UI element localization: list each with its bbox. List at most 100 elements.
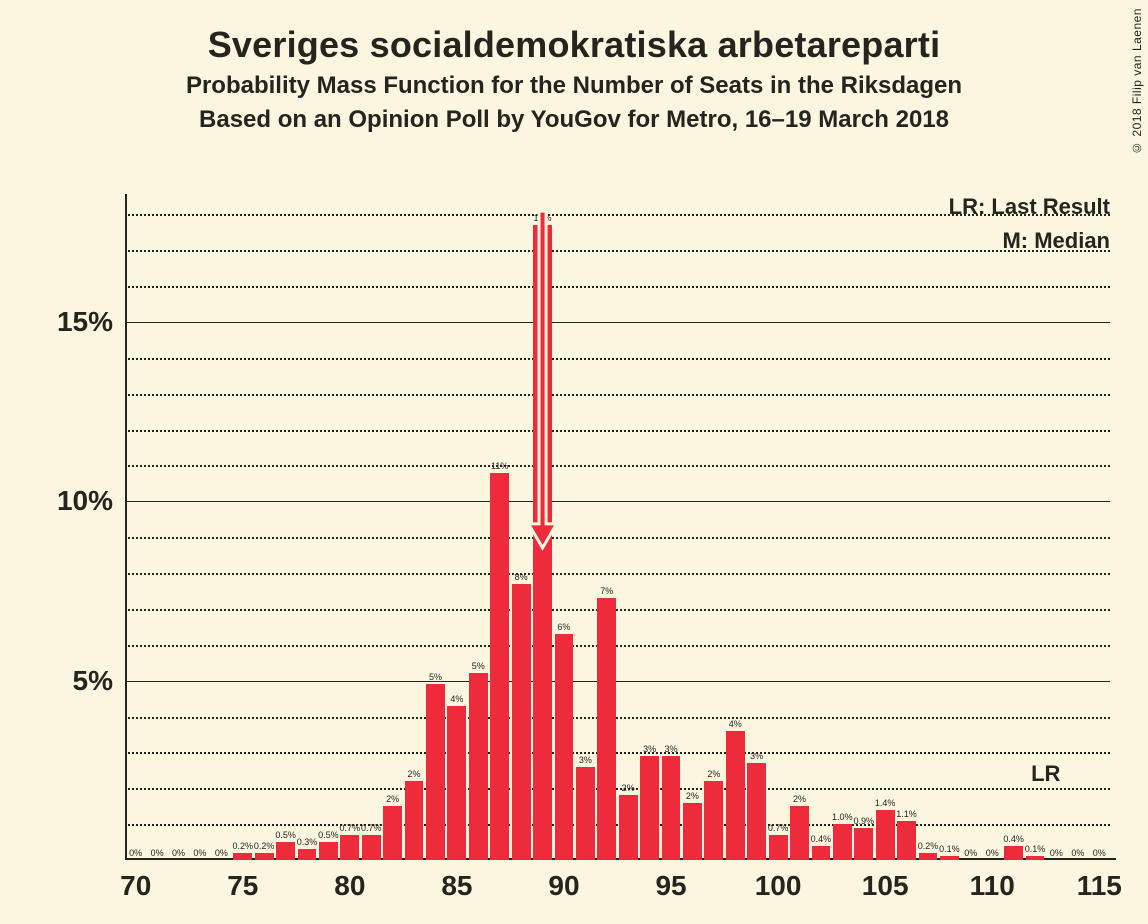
- y-tick-label: 10%: [57, 485, 125, 517]
- bar-value-label: 0%: [1050, 848, 1063, 860]
- bar: 2%: [619, 795, 638, 860]
- bar: 18%: [533, 225, 552, 860]
- bar: 0.9%: [854, 828, 873, 860]
- bar-value-label: 18%: [534, 213, 552, 225]
- bar-value-label: 0.2%: [918, 841, 939, 853]
- bar: 2%: [383, 806, 402, 860]
- bar: 0.7%: [340, 835, 359, 860]
- bar-value-label: 2%: [386, 794, 399, 806]
- bar-value-label: 0.4%: [811, 834, 832, 846]
- bar-value-label: 6%: [557, 622, 570, 634]
- y-tick-label: 15%: [57, 306, 125, 338]
- bar-value-label: 0.4%: [1003, 834, 1024, 846]
- bar-value-label: 2%: [408, 769, 421, 781]
- x-tick-label: 75: [227, 860, 258, 902]
- bar-value-label: 0%: [129, 848, 142, 860]
- x-tick-label: 115: [1077, 860, 1122, 902]
- bar-value-label: 1.1%: [896, 809, 917, 821]
- bar: 0.3%: [298, 849, 317, 860]
- bar: 0.5%: [319, 842, 338, 860]
- bar: 3%: [576, 767, 595, 860]
- chart-subtitle-2: Based on an Opinion Poll by YouGov for M…: [0, 106, 1148, 134]
- x-tick-label: 110: [970, 860, 1015, 902]
- bar-value-label: 2%: [793, 794, 806, 806]
- gridline-major: [125, 681, 1110, 682]
- bar: 0.7%: [769, 835, 788, 860]
- chart-subtitle-1: Probability Mass Function for the Number…: [0, 72, 1148, 100]
- bar: 0.5%: [276, 842, 295, 860]
- bar-value-label: 0%: [1093, 848, 1106, 860]
- chart-plot-area: LR: Last Result M: Median 5%10%15%707580…: [125, 200, 1110, 860]
- gridline-minor: [125, 537, 1110, 539]
- bar-value-label: 0%: [193, 848, 206, 860]
- bar-value-label: 1.4%: [875, 798, 896, 810]
- gridline-minor: [125, 394, 1110, 396]
- gridline-minor: [125, 752, 1110, 754]
- bar-value-label: 4%: [450, 694, 463, 706]
- bar: 3%: [747, 763, 766, 860]
- bar: 1.1%: [897, 821, 916, 860]
- bar: 0.2%: [255, 853, 274, 860]
- bar-value-label: 2%: [622, 783, 635, 795]
- bar: 0.4%: [812, 846, 831, 860]
- bar-value-label: 0.1%: [1025, 844, 1046, 856]
- bar: 0.1%: [940, 856, 959, 860]
- gridline-minor: [125, 717, 1110, 719]
- bar-value-label: 0.2%: [232, 841, 253, 853]
- y-tick-label: 5%: [73, 665, 125, 697]
- x-tick-label: 90: [548, 860, 579, 902]
- bar: 8%: [512, 584, 531, 860]
- bar-value-label: 0%: [964, 848, 977, 860]
- x-tick-label: 85: [441, 860, 472, 902]
- gridline-minor: [125, 609, 1110, 611]
- bar: 3%: [640, 756, 659, 860]
- bar-value-label: 3%: [750, 751, 763, 763]
- x-tick-label: 95: [655, 860, 686, 902]
- x-tick-label: 100: [755, 860, 802, 902]
- bar: 2%: [405, 781, 424, 860]
- gridline-minor: [125, 645, 1110, 647]
- gridline-minor: [125, 286, 1110, 288]
- bar: 6%: [555, 634, 574, 860]
- bar-value-label: 2%: [686, 791, 699, 803]
- bar: 5%: [426, 684, 445, 860]
- bar: 4%: [447, 706, 466, 860]
- median-arrow: [125, 200, 1110, 860]
- gridline-minor: [125, 214, 1110, 216]
- bar-value-label: 3%: [579, 755, 592, 767]
- bar: 11%: [490, 473, 509, 860]
- bar-value-label: 1.0%: [832, 812, 853, 824]
- bar-value-label: 5%: [472, 661, 485, 673]
- bar-value-label: 0%: [986, 848, 999, 860]
- bar: 1.0%: [833, 824, 852, 860]
- bar-value-label: 0.7%: [768, 823, 789, 835]
- gridline-minor: [125, 430, 1110, 432]
- bar-value-label: 8%: [515, 572, 528, 584]
- gridline-major: [125, 501, 1110, 502]
- gridline-minor: [125, 824, 1110, 826]
- bar-value-label: 4%: [729, 719, 742, 731]
- bar: 1.4%: [876, 810, 895, 860]
- bar-value-label: 2%: [707, 769, 720, 781]
- bar-value-label: 7%: [600, 586, 613, 598]
- y-axis-line: [125, 194, 127, 860]
- bar-value-label: 0.1%: [939, 844, 960, 856]
- gridline-minor: [125, 465, 1110, 467]
- bar: 2%: [704, 781, 723, 860]
- x-tick-label: 105: [862, 860, 909, 902]
- bar-value-label: 0.7%: [361, 823, 382, 835]
- bar-value-label: 3%: [665, 744, 678, 756]
- bar: 0.2%: [233, 853, 252, 860]
- bar: 0.7%: [362, 835, 381, 860]
- chart-title: Sveriges socialdemokratiska arbetarepart…: [0, 0, 1148, 66]
- bar-value-label: 0.9%: [853, 816, 874, 828]
- bar-value-label: 0%: [215, 848, 228, 860]
- bar: 7%: [597, 598, 616, 860]
- bar-value-label: 0.5%: [275, 830, 296, 842]
- bar-value-label: 5%: [429, 672, 442, 684]
- last-result-annotation: LR: [1031, 761, 1060, 787]
- gridline-minor: [125, 788, 1110, 790]
- bar: 0.1%: [1026, 856, 1045, 860]
- bar: 3%: [662, 756, 681, 860]
- bar-value-label: 0.5%: [318, 830, 339, 842]
